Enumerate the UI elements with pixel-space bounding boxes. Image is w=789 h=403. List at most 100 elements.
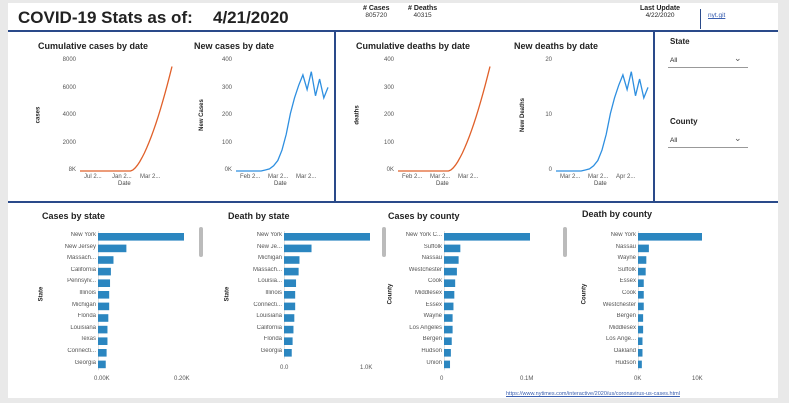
- bar[interactable]: [638, 302, 644, 311]
- bar[interactable]: [284, 337, 293, 345]
- bar[interactable]: [98, 244, 127, 253]
- category-label: California: [70, 266, 96, 273]
- bar[interactable]: [98, 314, 109, 322]
- category-label: Nassau: [421, 255, 442, 262]
- y-tick-label: 400: [221, 57, 232, 63]
- x-tick-label: Mar 2...: [296, 174, 317, 180]
- bar[interactable]: [638, 256, 647, 264]
- x-tick-label: Mar 2...: [268, 174, 289, 180]
- y-tick-label: 400: [383, 57, 394, 63]
- source-link[interactable]: nyt.git: [708, 12, 726, 19]
- bar[interactable]: [638, 279, 644, 287]
- x-tick-label: Mar 2...: [430, 174, 451, 180]
- chevron-down-icon[interactable]: ⌄: [734, 53, 742, 63]
- bar[interactable]: [444, 360, 451, 369]
- y-tick-label: 0: [548, 167, 552, 173]
- bar[interactable]: [444, 291, 455, 299]
- category-label: New York: [256, 232, 282, 238]
- bar[interactable]: [284, 349, 292, 357]
- category-label: New Jersey: [64, 243, 96, 250]
- bar[interactable]: [284, 256, 300, 264]
- scrollbar[interactable]: [199, 227, 203, 257]
- bar[interactable]: [98, 349, 107, 357]
- y-tick-label: 8000: [62, 57, 76, 63]
- bar[interactable]: [638, 360, 642, 369]
- bar[interactable]: [638, 314, 644, 322]
- bar[interactable]: [98, 279, 111, 287]
- bar[interactable]: [638, 291, 644, 299]
- bar[interactable]: [98, 256, 114, 264]
- bar[interactable]: [638, 244, 649, 253]
- bar[interactable]: [638, 267, 646, 276]
- category-label: Wayne: [423, 313, 442, 320]
- bar[interactable]: [638, 349, 643, 357]
- bar[interactable]: [444, 279, 456, 287]
- bar[interactable]: [444, 325, 453, 334]
- bar-chart-plot: [638, 231, 702, 371]
- cases-value: 805720: [365, 12, 388, 19]
- y-axis-label: County: [581, 283, 588, 305]
- cases-card: # Cases 805720: [363, 5, 389, 19]
- category-label: Westchester: [408, 266, 442, 273]
- bar[interactable]: [284, 267, 299, 276]
- bar[interactable]: [444, 337, 452, 345]
- bar[interactable]: [284, 279, 297, 287]
- bar[interactable]: [444, 233, 530, 241]
- category-label: Illinois: [79, 290, 96, 296]
- category-label: Suffolk: [423, 243, 442, 250]
- state-slicer-underline: [668, 67, 748, 68]
- chevron-down-icon[interactable]: ⌄: [734, 133, 742, 143]
- bar[interactable]: [98, 267, 111, 276]
- category-label: Suffolk: [617, 266, 636, 273]
- bar[interactable]: [98, 325, 108, 334]
- line-chart-plot: [556, 71, 649, 172]
- y-tick-label: 8K: [68, 167, 76, 173]
- category-label: Texas: [80, 336, 96, 343]
- category-label: Wayne: [617, 255, 636, 262]
- divider-slicers: [653, 30, 655, 201]
- footer-source-url[interactable]: https://www.nytimes.com/interactive/2020…: [506, 391, 680, 397]
- x-axis-label: Date: [594, 181, 607, 187]
- bar[interactable]: [444, 349, 451, 357]
- bar[interactable]: [638, 337, 643, 345]
- bar[interactable]: [444, 314, 453, 322]
- y-axis-label: County: [387, 283, 394, 305]
- deaths-value: 40315: [413, 12, 432, 19]
- bar[interactable]: [444, 256, 459, 264]
- bar[interactable]: [98, 360, 106, 369]
- bar[interactable]: [284, 325, 294, 334]
- bar[interactable]: [444, 267, 457, 276]
- line-chart-title: Cumulative deaths by date: [356, 41, 471, 51]
- bar[interactable]: [444, 302, 454, 311]
- bar[interactable]: [444, 244, 461, 253]
- category-label: New York: [70, 232, 96, 238]
- x-tick-label: 0.00K: [94, 376, 110, 383]
- page-title: COVID-19 Stats as of:: [18, 8, 193, 27]
- x-tick-label: Jan 2...: [112, 174, 132, 180]
- bar[interactable]: [284, 233, 370, 241]
- header-divider: [700, 9, 701, 29]
- bar[interactable]: [98, 233, 184, 241]
- county-slicer-value[interactable]: All: [670, 137, 678, 144]
- bar[interactable]: [284, 314, 295, 322]
- scrollbar[interactable]: [563, 227, 567, 257]
- x-axis-label: Date: [118, 181, 131, 187]
- category-label: Georgia: [260, 348, 282, 354]
- bar[interactable]: [98, 291, 110, 299]
- state-slicer-value[interactable]: All: [670, 57, 678, 64]
- bar[interactable]: [284, 291, 296, 299]
- scrollbar[interactable]: [382, 227, 386, 257]
- bar[interactable]: [638, 325, 644, 334]
- category-label: Oakland: [613, 348, 636, 354]
- y-tick-label: 4000: [62, 112, 76, 118]
- category-label: Massach...: [66, 255, 96, 262]
- x-tick-label: Mar 2...: [458, 174, 479, 180]
- bar[interactable]: [638, 233, 702, 241]
- category-label: Middlesex: [414, 290, 442, 296]
- bar[interactable]: [98, 302, 110, 311]
- bar[interactable]: [284, 302, 296, 311]
- category-label: Michigan: [71, 301, 96, 308]
- y-tick-label: 10: [545, 112, 552, 118]
- bar[interactable]: [284, 244, 312, 253]
- bar[interactable]: [98, 337, 108, 345]
